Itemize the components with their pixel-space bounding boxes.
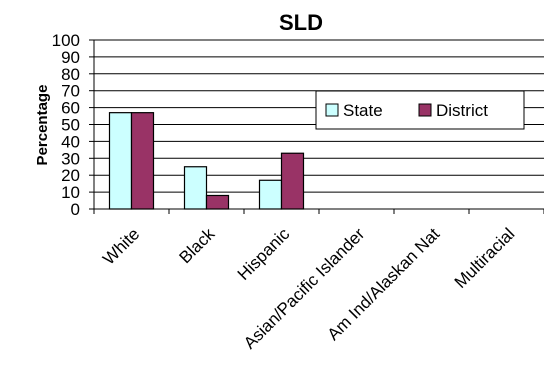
axes: [89, 39, 544, 214]
legend-label-district: District: [436, 101, 488, 120]
y-axis-label: Percentage: [34, 85, 51, 166]
x-tick-label: Asian/Pacific Islander: [240, 224, 369, 353]
y-tick-label: 100: [52, 31, 80, 50]
y-tick-label: 90: [61, 48, 80, 67]
y-tick-label: 70: [61, 82, 80, 101]
bar-state-black: [183, 166, 208, 210]
x-tick-label: Black: [175, 224, 218, 267]
legend-swatch-state: [325, 103, 339, 117]
y-tick-label: 10: [61, 183, 80, 202]
bars: [108, 112, 305, 210]
legend-swatch-district: [418, 103, 432, 117]
x-tick-label: Multiracial: [451, 224, 519, 292]
x-tick-label: White: [99, 224, 143, 268]
legend-label-state: State: [343, 101, 383, 120]
y-tick-label: 50: [61, 116, 80, 135]
y-tick-label: 40: [61, 132, 80, 151]
bar-state-white: [108, 112, 133, 210]
y-tick-label: 20: [61, 166, 80, 185]
legend: State District: [315, 90, 525, 130]
y-tick-label: 30: [61, 149, 80, 168]
bar-district-hispanic: [280, 152, 305, 210]
bar-district-black: [205, 194, 230, 210]
y-tick-label: 0: [71, 200, 80, 219]
bar-district-white: [130, 112, 155, 210]
bar-state-hispanic: [258, 179, 283, 210]
x-tick-label: Hispanic: [234, 224, 294, 284]
y-tick-label: 60: [61, 99, 80, 118]
y-tick-label: 80: [61, 65, 80, 84]
chart-title: SLD: [279, 10, 323, 35]
